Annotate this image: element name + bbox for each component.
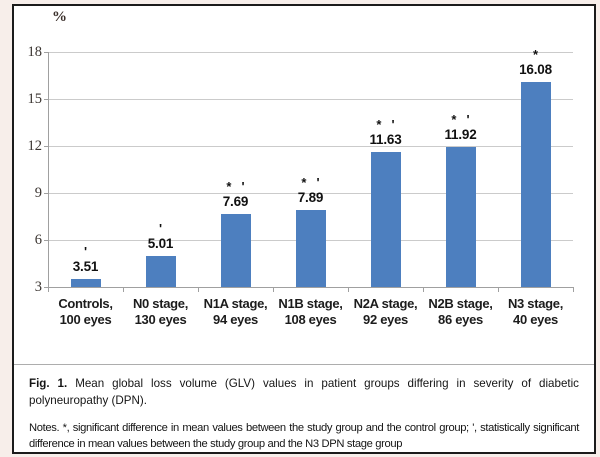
figure-frame: % 3 6 9 12 15 18 ' 3.51 Controls, 100 eyes ' 5.01 N0…	[12, 4, 596, 454]
category-label-line: 108 eyes	[284, 312, 337, 327]
category-label-line: N1A stage,	[203, 296, 268, 311]
significance-marks: * '	[376, 116, 395, 132]
category-label: N2B stage, 86 eyes	[421, 296, 500, 328]
bar	[445, 147, 476, 287]
glv-bar-chart: % 3 6 9 12 15 18 ' 3.51 Controls, 100 eyes ' 5.01 N0…	[14, 6, 594, 368]
significance-marks: *	[532, 47, 539, 63]
significance-marks: * '	[301, 175, 320, 191]
bar-annotation: * ' 11.63	[348, 116, 424, 148]
y-axis-line	[48, 52, 49, 287]
x-tick-mark	[348, 288, 349, 292]
y-tick-label: 12	[27, 138, 43, 154]
significance-marks: * '	[226, 178, 245, 194]
caption-area: Fig. 1. Mean global loss volume (GLV) va…	[14, 365, 594, 452]
figure-caption: Fig. 1. Mean global loss volume (GLV) va…	[29, 375, 579, 409]
y-tick-mark	[44, 146, 48, 147]
category-label-line: N1B stage,	[278, 296, 343, 311]
bar-value-label: 7.69	[222, 193, 249, 209]
bar-value-label: 16.08	[519, 62, 552, 78]
bar-annotation: * ' 7.69	[198, 178, 274, 210]
bar	[370, 151, 401, 287]
x-tick-mark	[273, 288, 274, 292]
y-tick-label: 6	[34, 232, 42, 248]
x-tick-mark	[498, 288, 499, 292]
bar-annotation: * ' 7.89	[273, 175, 349, 206]
category-label: N3 stage, 40 eyes	[496, 296, 575, 328]
x-tick-mark	[423, 288, 424, 292]
figure-notes-text: *, significant difference in mean values…	[29, 422, 579, 450]
x-axis-line	[48, 287, 574, 288]
category-label: N1A stage, 94 eyes	[196, 296, 275, 328]
y-axis-unit-label: %	[52, 9, 67, 25]
category-label-line: N2A stage,	[353, 296, 418, 311]
figure-caption-text: Mean global loss volume (GLV) values in …	[29, 377, 579, 407]
bar	[220, 213, 251, 287]
bar	[70, 279, 101, 287]
category-label-line: 86 eyes	[438, 312, 483, 327]
gridline	[48, 52, 573, 53]
gridline	[48, 146, 573, 147]
category-label-line: Controls,	[58, 296, 113, 311]
bar-value-label: 3.51	[72, 259, 99, 274]
x-tick-mark	[573, 288, 574, 292]
bar-value-label: 7.89	[297, 190, 324, 206]
significance-marks: * '	[451, 112, 470, 128]
category-label-line: 100 eyes	[59, 312, 112, 327]
y-tick-label: 15	[27, 91, 43, 107]
figure-caption-label: Fig. 1.	[29, 377, 68, 390]
caption-separator-line	[14, 364, 594, 365]
y-tick-label: 9	[34, 185, 42, 201]
y-tick-label: 3	[34, 279, 42, 295]
bar-annotation: ' 5.01	[123, 220, 199, 252]
significance-marks: '	[83, 244, 88, 259]
bar	[520, 82, 551, 287]
gridline	[48, 193, 573, 194]
category-label: N2A stage, 92 eyes	[346, 296, 425, 328]
bar-annotation: * 16.08	[498, 47, 574, 78]
category-label-line: 130 eyes	[134, 312, 187, 327]
x-tick-mark	[123, 288, 124, 292]
y-tick-label: 18	[27, 44, 43, 60]
y-tick-mark	[44, 99, 48, 100]
category-label-line: 92 eyes	[363, 312, 408, 327]
bar-value-label: 11.92	[444, 127, 477, 143]
category-label: N0 stage, 130 eyes	[121, 296, 200, 328]
gridline	[48, 99, 573, 100]
y-tick-mark	[44, 52, 48, 53]
category-label-line: N0 stage,	[132, 296, 189, 311]
category-label-line: 40 eyes	[513, 312, 558, 327]
bar-annotation: ' 3.51	[48, 244, 124, 275]
x-tick-mark	[198, 288, 199, 292]
category-label: N1B stage, 108 eyes	[271, 296, 350, 328]
bar	[145, 255, 176, 287]
y-tick-mark	[44, 193, 48, 194]
bar-annotation: * ' 11.92	[423, 112, 499, 143]
bar-value-label: 5.01	[147, 235, 174, 251]
category-label-line: 94 eyes	[213, 312, 258, 327]
category-label: Controls, 100 eyes	[46, 296, 125, 328]
figure-notes-label: Notes.	[29, 422, 60, 434]
figure-notes: Notes. *, significant difference in mean…	[29, 420, 579, 452]
category-label-line: N2B stage,	[428, 296, 493, 311]
significance-marks: '	[158, 220, 163, 236]
y-tick-mark	[44, 287, 48, 288]
category-label-line: N3 stage,	[507, 296, 564, 311]
bar-value-label: 11.63	[369, 131, 402, 147]
bar	[295, 210, 326, 287]
x-tick-mark	[48, 288, 49, 292]
y-tick-mark	[44, 240, 48, 241]
